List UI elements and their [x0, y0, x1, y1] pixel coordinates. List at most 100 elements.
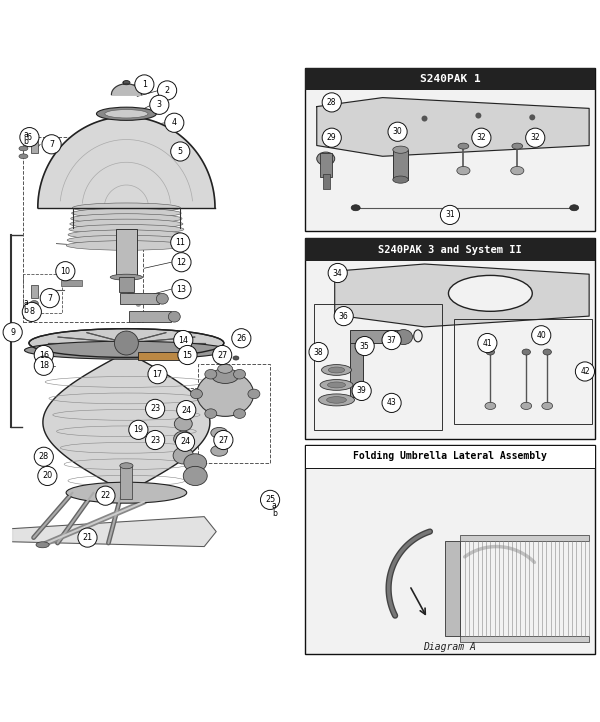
- Ellipse shape: [25, 342, 229, 360]
- Text: 30: 30: [392, 127, 403, 136]
- Polygon shape: [43, 352, 210, 492]
- Text: 35: 35: [360, 342, 370, 351]
- Circle shape: [475, 136, 481, 142]
- Circle shape: [478, 334, 497, 352]
- Text: 8: 8: [29, 308, 34, 316]
- Bar: [305, 68, 595, 230]
- Ellipse shape: [67, 235, 185, 245]
- Bar: [314, 304, 442, 430]
- Bar: [121, 466, 133, 499]
- Ellipse shape: [395, 329, 413, 344]
- Ellipse shape: [326, 396, 346, 403]
- Text: 31: 31: [445, 210, 455, 219]
- Text: a: a: [23, 130, 28, 139]
- Circle shape: [135, 75, 154, 94]
- Text: 21: 21: [82, 533, 92, 542]
- Text: Folding Umbrella Lateral Assembly: Folding Umbrella Lateral Assembly: [353, 451, 547, 461]
- Circle shape: [175, 432, 194, 451]
- Text: 32: 32: [530, 134, 540, 142]
- Circle shape: [176, 401, 196, 419]
- Ellipse shape: [320, 380, 353, 391]
- Text: 26: 26: [236, 334, 247, 343]
- Text: 25: 25: [265, 495, 275, 505]
- Ellipse shape: [197, 372, 254, 417]
- Ellipse shape: [120, 463, 133, 469]
- Ellipse shape: [233, 370, 245, 379]
- Ellipse shape: [36, 542, 49, 548]
- Ellipse shape: [69, 225, 184, 234]
- Ellipse shape: [521, 402, 532, 409]
- Text: 12: 12: [176, 258, 187, 266]
- Ellipse shape: [169, 311, 180, 322]
- Polygon shape: [112, 84, 142, 95]
- Circle shape: [388, 122, 407, 142]
- Ellipse shape: [157, 293, 169, 304]
- Text: 20: 20: [43, 471, 52, 480]
- Text: b: b: [272, 508, 277, 518]
- Ellipse shape: [218, 365, 233, 373]
- Circle shape: [172, 279, 191, 299]
- Circle shape: [440, 205, 460, 225]
- Text: 18: 18: [39, 361, 49, 370]
- Bar: [130, 311, 171, 322]
- Text: 17: 17: [152, 370, 163, 378]
- Ellipse shape: [448, 275, 532, 311]
- Circle shape: [150, 95, 169, 114]
- Ellipse shape: [30, 300, 38, 307]
- Circle shape: [214, 430, 233, 450]
- Bar: [119, 277, 134, 292]
- Bar: [460, 636, 589, 643]
- Text: 39: 39: [357, 386, 367, 396]
- Text: a: a: [23, 298, 28, 308]
- Circle shape: [475, 113, 481, 118]
- Ellipse shape: [233, 409, 245, 419]
- Text: S240PAK 3 and System II: S240PAK 3 and System II: [378, 245, 522, 255]
- Circle shape: [532, 326, 551, 345]
- Ellipse shape: [458, 143, 469, 149]
- Ellipse shape: [317, 152, 335, 165]
- Circle shape: [382, 331, 401, 349]
- Circle shape: [172, 253, 191, 271]
- Text: 14: 14: [178, 336, 188, 344]
- Bar: [350, 337, 363, 397]
- Text: 7: 7: [49, 140, 54, 149]
- Text: a: a: [272, 501, 277, 510]
- Ellipse shape: [19, 154, 28, 159]
- Circle shape: [472, 128, 491, 147]
- Circle shape: [422, 116, 428, 121]
- Circle shape: [526, 128, 545, 147]
- Ellipse shape: [183, 466, 207, 485]
- Bar: [198, 364, 270, 463]
- Circle shape: [382, 393, 401, 412]
- Text: 7: 7: [47, 294, 52, 303]
- Text: 4: 4: [172, 118, 177, 127]
- Ellipse shape: [66, 482, 187, 503]
- Ellipse shape: [123, 81, 130, 84]
- Bar: [305, 238, 595, 439]
- Text: 23: 23: [150, 435, 160, 445]
- Ellipse shape: [511, 167, 524, 175]
- Circle shape: [3, 323, 22, 342]
- Text: 32: 32: [476, 134, 486, 142]
- Circle shape: [148, 365, 167, 384]
- Text: 22: 22: [100, 491, 110, 500]
- Ellipse shape: [173, 447, 193, 464]
- Ellipse shape: [569, 205, 578, 211]
- Ellipse shape: [211, 445, 227, 456]
- Text: 1: 1: [142, 80, 147, 89]
- Ellipse shape: [190, 389, 202, 399]
- Circle shape: [170, 233, 190, 252]
- Circle shape: [328, 264, 347, 282]
- Ellipse shape: [71, 209, 181, 218]
- Circle shape: [34, 356, 53, 375]
- Ellipse shape: [233, 356, 239, 360]
- Text: b: b: [23, 305, 28, 315]
- Text: 24: 24: [180, 438, 190, 446]
- Ellipse shape: [393, 146, 409, 153]
- Circle shape: [232, 329, 251, 348]
- Text: 43: 43: [387, 399, 397, 407]
- Text: 11: 11: [175, 238, 185, 247]
- Text: 36: 36: [339, 312, 349, 321]
- Ellipse shape: [328, 367, 345, 373]
- Bar: [139, 352, 192, 360]
